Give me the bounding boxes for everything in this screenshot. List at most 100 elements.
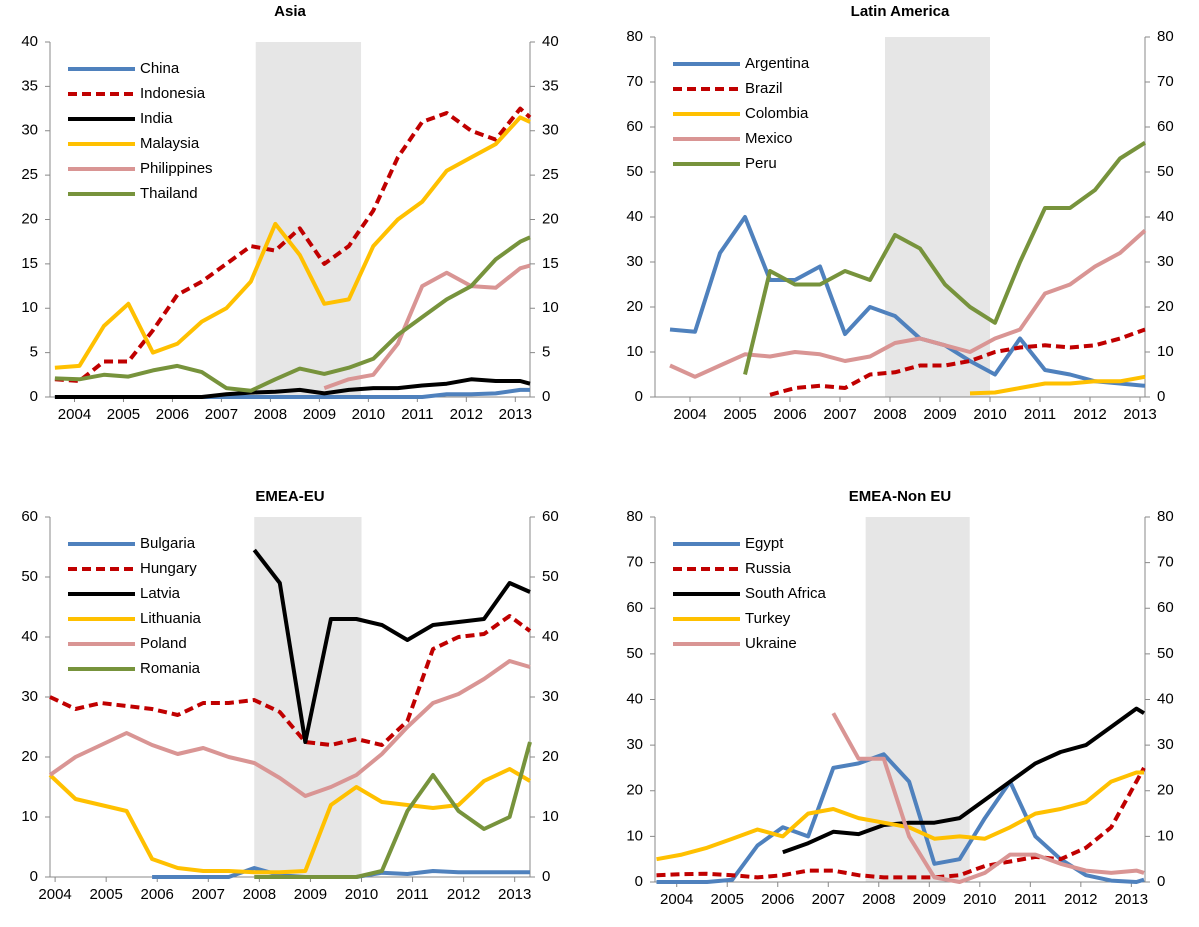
- x-tick-label: 2005: [723, 406, 756, 423]
- x-tick-label: 2006: [761, 891, 794, 908]
- y2-tick-label: 10: [1157, 827, 1174, 844]
- y-tick-label: 30: [21, 688, 38, 705]
- y-tick-label: 50: [626, 645, 643, 662]
- x-tick-label: 2009: [913, 891, 946, 908]
- x-tick-label: 2013: [499, 406, 532, 423]
- x-tick-label: 2012: [450, 406, 483, 423]
- legend-label: Poland: [140, 635, 187, 652]
- y2-tick-label: 30: [1157, 253, 1174, 270]
- y-tick-label: 80: [626, 28, 643, 45]
- y-tick-label: 0: [635, 873, 643, 890]
- legend-label: Colombia: [745, 105, 809, 122]
- series-line: [54, 106, 532, 383]
- panel: EMEA-EU 0 0 10 10 20 20 30 30 40 40 50 50 60 60 2004 200…: [21, 488, 558, 903]
- y-tick-label: 40: [626, 208, 643, 225]
- y-tick-label: 35: [21, 77, 38, 94]
- panel-title: EMEA-EU: [255, 488, 324, 505]
- legend-label: Hungary: [140, 560, 197, 577]
- series-line: [656, 770, 1144, 862]
- legend-label: Argentina: [745, 55, 810, 72]
- y2-tick-label: 30: [542, 688, 559, 705]
- y-tick-label: 15: [21, 255, 38, 272]
- x-tick-label: 2005: [107, 406, 140, 423]
- y-tick-label: 20: [626, 782, 643, 799]
- y2-tick-label: 40: [542, 33, 559, 50]
- x-tick-label: 2010: [963, 891, 996, 908]
- y2-tick-label: 60: [542, 508, 559, 525]
- legend-label: Russia: [745, 560, 792, 577]
- y2-tick-label: 20: [542, 748, 559, 765]
- legend-label: Egypt: [745, 535, 784, 552]
- series-line: [969, 374, 1146, 396]
- x-tick-label: 2012: [447, 886, 480, 903]
- y2-tick-label: 30: [1157, 736, 1174, 753]
- legend-label: Malaysia: [140, 135, 200, 152]
- y2-tick-label: 0: [542, 868, 550, 885]
- legend-label: Latvia: [140, 585, 181, 602]
- y-tick-label: 70: [626, 73, 643, 90]
- y-tick-label: 10: [626, 343, 643, 360]
- y-tick-label: 60: [626, 118, 643, 135]
- series-line: [254, 741, 532, 879]
- x-tick-label: 2005: [89, 886, 122, 903]
- panel-title: Latin America: [851, 3, 950, 20]
- y-tick-label: 60: [626, 599, 643, 616]
- x-tick-label: 2010: [352, 406, 385, 423]
- legend-label: Mexico: [745, 130, 793, 147]
- y-tick-label: 10: [21, 808, 38, 825]
- x-tick-label: 2012: [1073, 406, 1106, 423]
- x-tick-label: 2004: [58, 406, 91, 423]
- x-tick-label: 2007: [205, 406, 238, 423]
- x-tick-label: 2013: [1115, 891, 1148, 908]
- y2-tick-label: 35: [542, 77, 559, 94]
- x-tick-label: 2006: [156, 406, 189, 423]
- y-tick-label: 20: [21, 210, 38, 227]
- y-tick-label: 20: [21, 748, 38, 765]
- x-tick-label: 2011: [1014, 891, 1046, 908]
- y-tick-label: 10: [21, 299, 38, 316]
- legend-label: Turkey: [745, 610, 791, 627]
- series-line: [782, 706, 1146, 855]
- series-line: [252, 548, 531, 744]
- series-line: [54, 235, 531, 393]
- series-line: [48, 659, 531, 798]
- x-tick-label: 2008: [254, 406, 287, 423]
- y2-tick-label: 0: [542, 388, 550, 405]
- x-tick-label: 2007: [823, 406, 856, 423]
- y-tick-label: 30: [21, 122, 38, 139]
- y-tick-label: 10: [626, 827, 643, 844]
- y2-tick-label: 20: [1157, 298, 1174, 315]
- series-line: [831, 712, 1145, 884]
- y-tick-label: 20: [626, 298, 643, 315]
- y-tick-label: 40: [626, 690, 643, 707]
- series-line: [656, 766, 1146, 880]
- x-tick-label: 2007: [192, 886, 225, 903]
- x-tick-label: 2004: [38, 886, 71, 903]
- shaded-period: [255, 42, 362, 397]
- y-tick-label: 40: [21, 628, 38, 645]
- y-tick-label: 0: [30, 868, 38, 885]
- series-line: [49, 614, 532, 747]
- legend-label: Thailand: [140, 185, 198, 202]
- x-tick-label: 2008: [873, 406, 906, 423]
- series-line: [54, 115, 531, 370]
- legend-label: South Africa: [745, 585, 827, 602]
- legend-label: India: [140, 110, 173, 127]
- x-tick-label: 2010: [973, 406, 1006, 423]
- y2-tick-label: 80: [1157, 28, 1174, 45]
- series-line: [769, 327, 1146, 397]
- panel: Asia 0 0 5 5 10 10 15 15 20 20 25 25 30 30 35 35 40 40 2004…: [21, 3, 558, 423]
- y-tick-label: 40: [21, 33, 38, 50]
- x-tick-label: 2004: [660, 891, 693, 908]
- y2-tick-label: 70: [1157, 554, 1174, 571]
- y-tick-label: 70: [626, 554, 643, 571]
- y2-tick-label: 40: [542, 628, 559, 645]
- series-line: [54, 377, 531, 399]
- x-tick-label: 2006: [141, 886, 174, 903]
- panel: Latin America 0 0 10 10 20 20 30 30 40 40 50 50 60 60 7…: [626, 3, 1173, 423]
- y2-tick-label: 20: [542, 210, 559, 227]
- x-tick-label: 2008: [862, 891, 895, 908]
- y-tick-label: 30: [626, 253, 643, 270]
- panel: EMEA-Non EU 0 0 10 10 20 20 30 30 40 40 50 50 60 60 70 7…: [626, 488, 1173, 908]
